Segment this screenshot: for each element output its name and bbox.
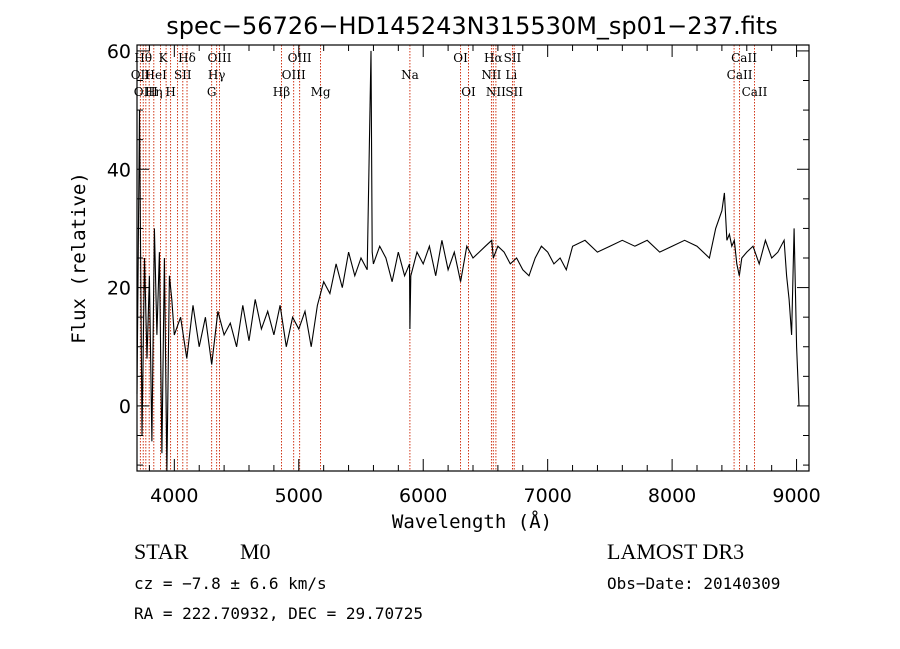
- chart-title: spec−56726−HD145243N315530M_sp01−237.fit…: [166, 12, 778, 40]
- line-label: Hβ: [273, 85, 290, 99]
- line-label: SII: [505, 85, 523, 99]
- y-tick-label: 0: [119, 396, 131, 418]
- line-label: Hη: [145, 85, 163, 99]
- line-label: Na: [401, 68, 419, 82]
- survey-name: LAMOST DR3: [607, 539, 744, 564]
- x-axis-label: Wavelength (Å): [392, 510, 552, 533]
- line-label: Hγ: [208, 68, 226, 82]
- y-tick-label: 60: [107, 41, 131, 63]
- line-label: Hδ: [178, 51, 196, 65]
- line-label: Mg: [311, 85, 331, 99]
- line-label: OIII: [282, 68, 306, 82]
- x-tick-label: 9000: [772, 485, 820, 507]
- line-label: K: [159, 51, 169, 65]
- x-tick-label: 4000: [150, 485, 198, 507]
- observation-date: Obs−Date: 20140309: [607, 574, 780, 593]
- line-label: Hθ: [134, 51, 152, 65]
- line-label: NII: [481, 68, 501, 82]
- line-label: SII: [504, 51, 522, 65]
- line-label: OII: [131, 68, 151, 82]
- y-axis-label: Flux (relative): [68, 172, 90, 344]
- y-tick-label: 20: [107, 278, 131, 300]
- object-class: STAR: [134, 539, 189, 564]
- axis-tick-labels: 4000 5000 6000 7000 8000 9000 0 20 40 60: [107, 41, 821, 507]
- line-label: OI: [453, 51, 468, 65]
- line-label: Hα: [484, 51, 503, 65]
- x-tick-label: 5000: [275, 485, 323, 507]
- x-tick-label: 6000: [399, 485, 447, 507]
- x-tick-label: 7000: [523, 485, 571, 507]
- line-label: CaII: [742, 85, 768, 99]
- line-label: H: [165, 85, 175, 99]
- x-tick-label: 8000: [648, 485, 696, 507]
- line-label: HeI: [145, 68, 168, 82]
- line-label: CaII: [727, 68, 753, 82]
- axis-ticks: [137, 45, 809, 471]
- spectrum-line: [136, 50, 800, 472]
- line-label: OI: [461, 85, 476, 99]
- line-label: G: [207, 85, 217, 99]
- line-label: NII: [486, 85, 506, 99]
- line-label: Li: [505, 68, 517, 82]
- line-label: CaII: [731, 51, 757, 65]
- spectral-line-markers: [139, 45, 755, 471]
- coordinates: RA = 222.70932, DEC = 29.70725: [134, 604, 423, 623]
- y-tick-label: 40: [107, 159, 131, 181]
- line-label: OIII: [207, 51, 231, 65]
- line-label: SII: [174, 68, 192, 82]
- object-subclass: M0: [240, 539, 271, 564]
- line-label: OIII: [134, 85, 158, 99]
- line-label: OIII: [288, 51, 312, 65]
- redshift-velocity: cz = −7.8 ± 6.6 km/s: [134, 574, 327, 593]
